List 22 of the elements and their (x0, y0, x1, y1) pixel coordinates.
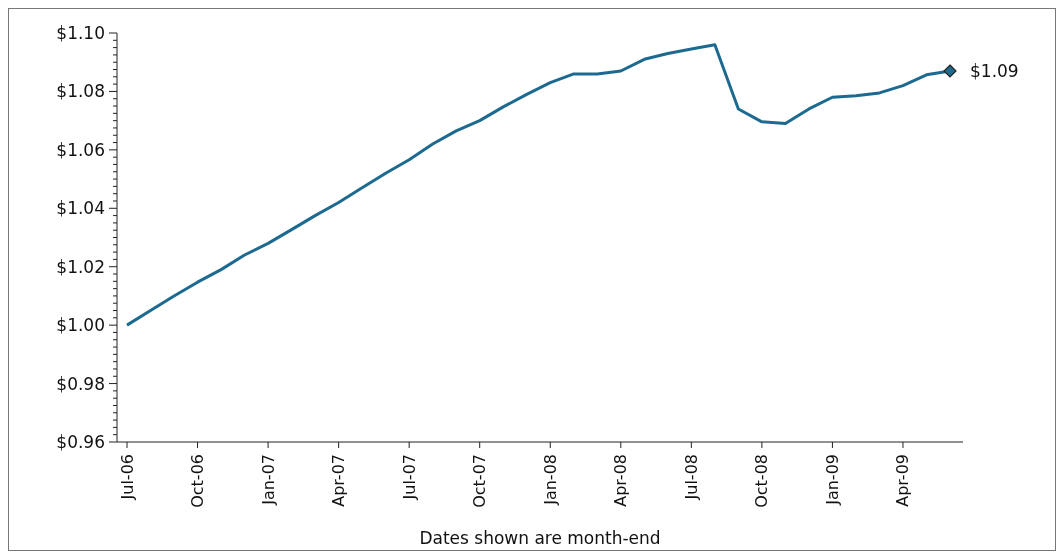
y-tick-label: $0.98 (56, 373, 105, 394)
y-tick-label: $1.08 (56, 81, 105, 102)
x-tick-label: Oct-07 (470, 454, 490, 508)
text: $1.09 (970, 60, 1019, 81)
x-tick-label: Apr-08 (611, 454, 631, 507)
y-tick-label: $1.02 (56, 256, 105, 277)
x-tick-label: Jan-09 (822, 454, 842, 506)
x-tick-label: Jul-08 (681, 454, 701, 501)
x-tick-label: Jul-06 (117, 454, 137, 501)
y-tick-label: $1.04 (56, 198, 105, 219)
x-tick-label: Apr-07 (329, 454, 349, 507)
x-tick-label: Jul-07 (399, 454, 419, 501)
y-tick-label: $1.10 (56, 23, 105, 43)
x-tick-label: Oct-08 (752, 454, 772, 508)
x-tick-label: Oct-06 (188, 454, 208, 508)
y-tick-label: $1.00 (56, 315, 105, 336)
y-tick-label: $0.96 (56, 432, 105, 452)
x-tick-label: Apr-09 (893, 454, 913, 507)
y-tick-label: $1.06 (56, 139, 105, 160)
x-axis-title: Dates shown are month-end (419, 528, 661, 548)
x-tick-label: Jan-08 (540, 454, 560, 506)
x-tick-label: Jan-07 (258, 454, 278, 506)
